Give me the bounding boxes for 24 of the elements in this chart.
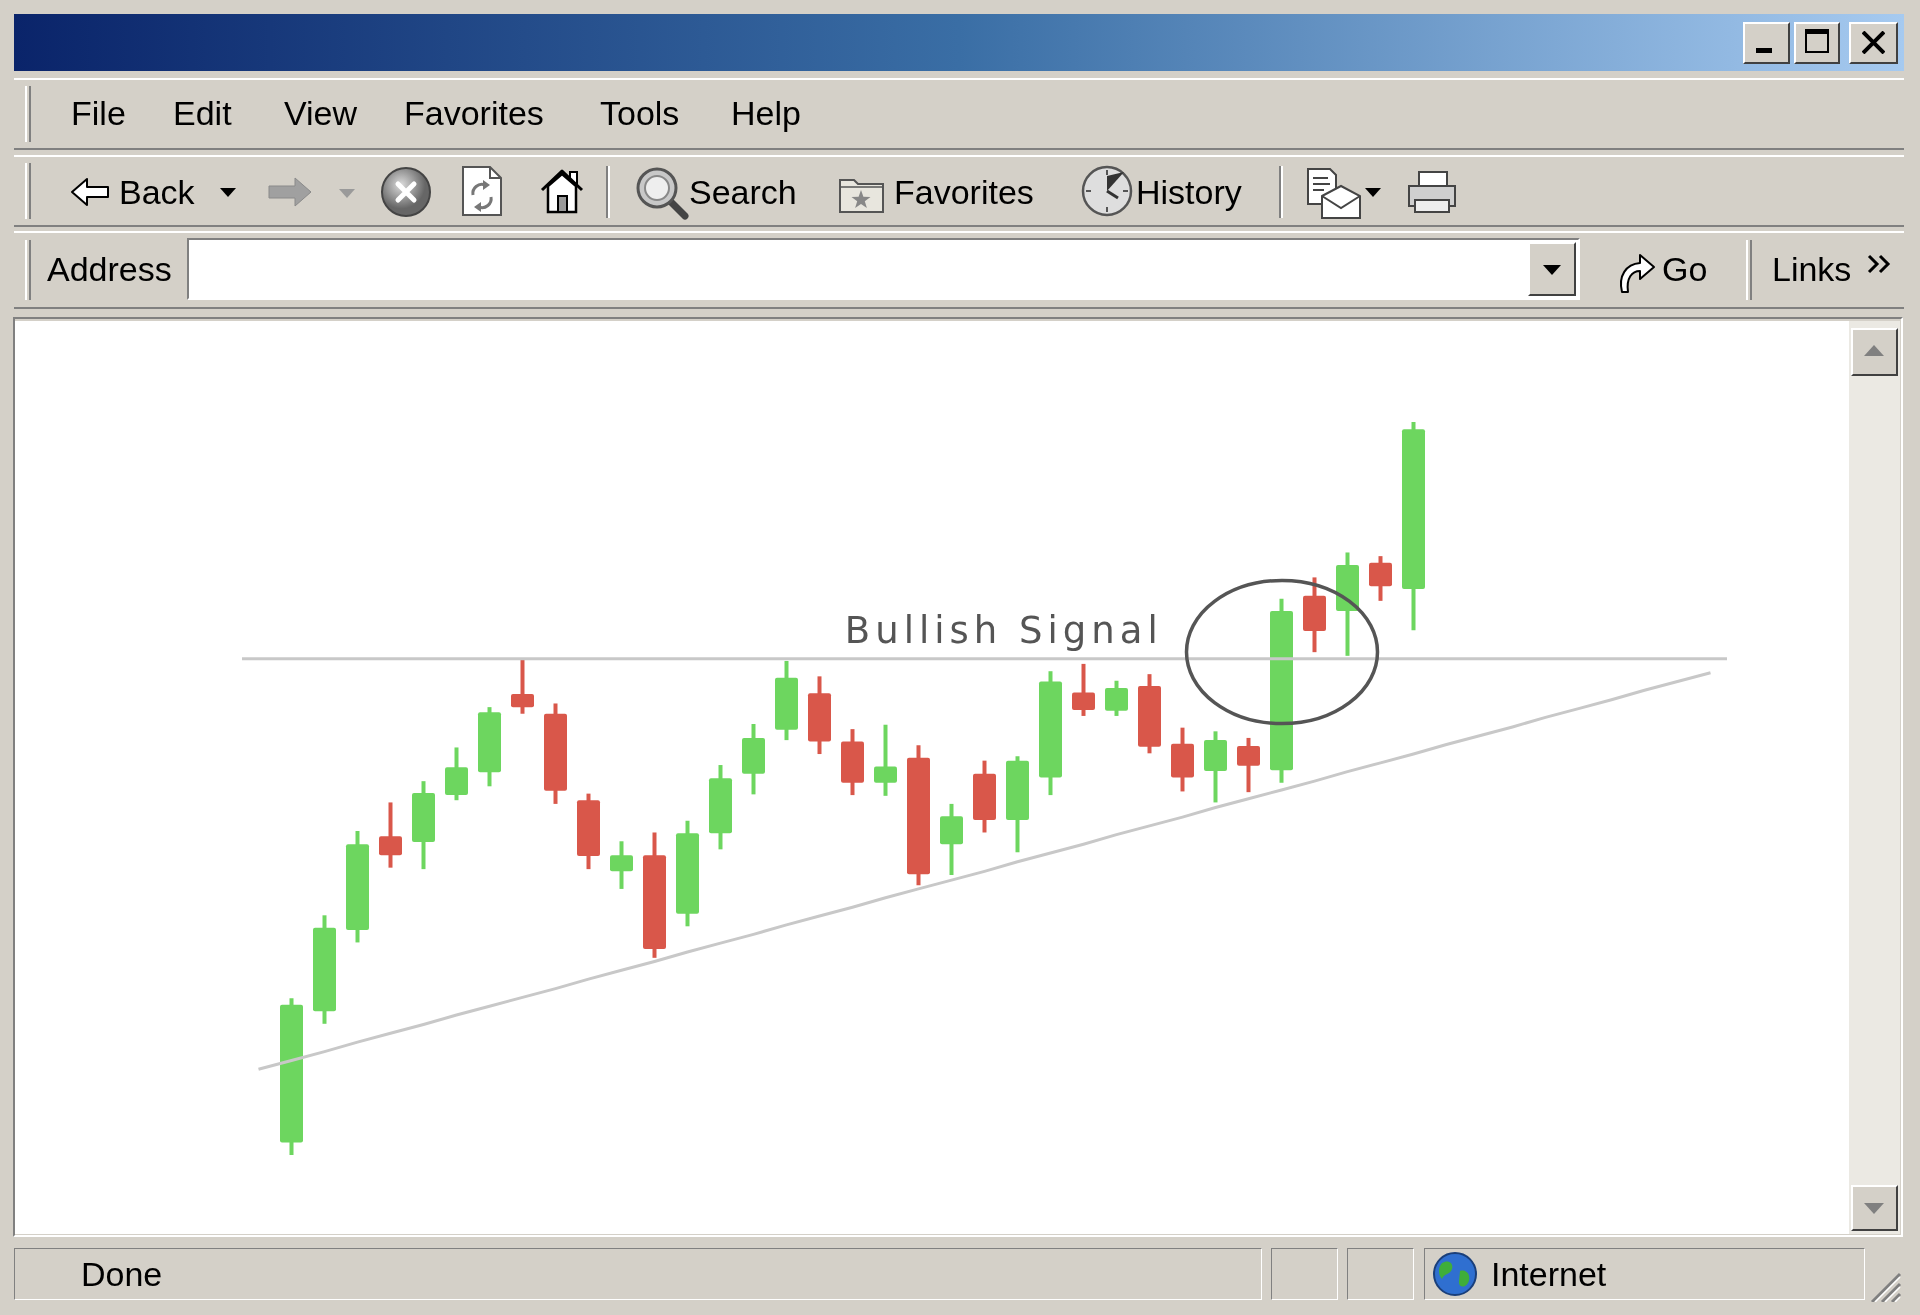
text: Done: [81, 1254, 163, 1294]
candlestick: [511, 659, 534, 714]
text: Address: [47, 249, 172, 289]
text: Internet: [1491, 1254, 1607, 1294]
text: View: [284, 93, 358, 133]
text: Back: [119, 172, 195, 212]
text: Go: [1662, 249, 1708, 289]
text: Search: [689, 172, 797, 212]
candlestick: [379, 802, 402, 868]
text: Tools: [600, 93, 680, 133]
text: Favorites: [404, 93, 544, 133]
text: Edit: [173, 93, 232, 133]
candlestick: [1237, 737, 1260, 793]
candlestick: [1369, 556, 1392, 601]
ref-line-label: Bullish Signal: [844, 608, 1163, 652]
text: File: [71, 93, 126, 133]
candlestick: [874, 724, 897, 796]
text: Favorites: [894, 172, 1034, 212]
candlestick: [1072, 663, 1095, 716]
candlestick: [610, 841, 633, 889]
candlestick: [1105, 680, 1128, 716]
text: Help: [731, 93, 801, 133]
text: History: [1136, 172, 1242, 212]
text: Links: [1772, 249, 1852, 289]
